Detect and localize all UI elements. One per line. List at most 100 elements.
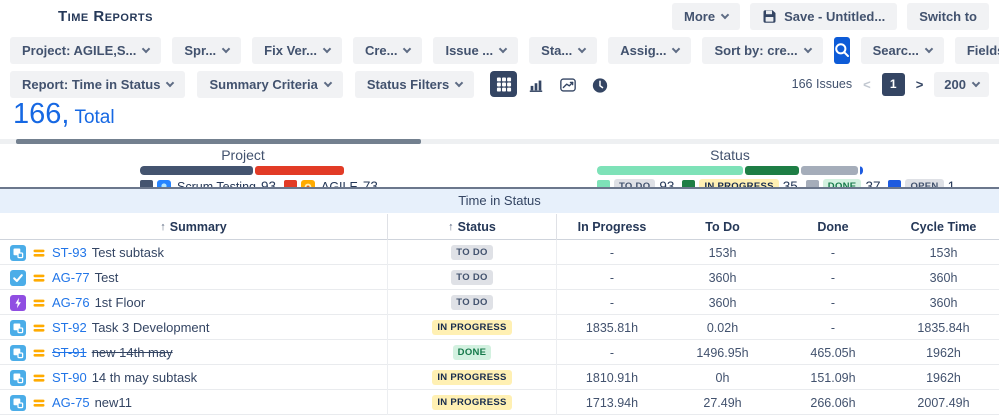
subtask-icon [10, 244, 26, 261]
priority-medium-icon [31, 345, 47, 361]
to-do-cell: 153h [708, 245, 737, 260]
dropdown-label: Sort by: cre... [714, 42, 798, 58]
filter-searc-dropdown[interactable]: Searc... [860, 36, 944, 64]
switch-to-label: Switch to [919, 8, 977, 24]
issue-key-link[interactable]: AG-77 [52, 270, 90, 285]
in-progress-cell: - [609, 345, 615, 360]
issues-count: 166 Issues [791, 77, 853, 91]
table-row: ST-90 14 th may subtask IN PROGRESS 1810.91… [0, 365, 999, 390]
column-header-label: Summary [169, 220, 227, 234]
report-summary-criteria-dropdown[interactable]: Summary Criteria [197, 70, 343, 98]
horizontal-scrollbar[interactable] [0, 139, 999, 144]
prev-page-button[interactable]: < [863, 76, 871, 92]
page-size-dropdown[interactable]: 200 [934, 71, 989, 97]
report-report-time-in-status-dropdown[interactable]: Report: Time in Status [10, 70, 186, 98]
done-cell: 151.09h [810, 370, 856, 385]
status-cell: DONE [388, 340, 557, 365]
dropdown-label: Searc... [872, 42, 919, 58]
filter-cre-dropdown[interactable]: Cre... [352, 36, 423, 64]
filter-assig-dropdown[interactable]: Assig... [608, 36, 692, 64]
table-title: Time in Status [0, 189, 999, 214]
to-do-cell: 27.49h [703, 395, 742, 410]
report-bar: Report: Time in Status Summary Criteria St… [0, 64, 999, 98]
task-icon [10, 269, 26, 286]
column-header-status[interactable]: ↑ Status [388, 214, 557, 240]
status-badge-todo: TO DO [451, 294, 493, 311]
table-row: ST-93 Test subtask TO DO - 153h - 153h [0, 240, 999, 265]
to-do-cell: 0.02h [706, 320, 739, 335]
more-label: More [684, 8, 716, 24]
done-cell: 465.05h [810, 345, 856, 360]
line-chart-view-button[interactable] [554, 71, 581, 97]
table-row: ST-91 new 14th may DONE - 1496.95h 465.05h 196… [0, 340, 999, 365]
issue-summary: Test subtask [91, 245, 164, 260]
dropdown-label: Summary Criteria [209, 76, 318, 92]
issue-key-link[interactable]: ST-91 [52, 345, 87, 360]
to-do-cell: 1496.95h [696, 345, 749, 360]
dropdown-label: Fields [966, 42, 999, 58]
column-header-done[interactable]: Done [778, 214, 888, 240]
issue-summary: new11 [94, 395, 132, 410]
time-view-button[interactable] [586, 71, 613, 97]
issue-key-link[interactable]: AG-76 [52, 295, 90, 310]
filter-fields-dropdown[interactable]: Fields [954, 36, 999, 64]
switch-to-button[interactable]: Switch to [907, 2, 989, 30]
bar-chart-view-button[interactable] [522, 71, 549, 97]
filter-project-agile-s-dropdown[interactable]: Project: AGILE,S... [10, 36, 162, 64]
search-button[interactable] [833, 36, 850, 64]
cycle-time-cell: 360h [929, 295, 958, 310]
status-cell: IN PROGRESS [388, 390, 557, 415]
filter-sta-dropdown[interactable]: Sta... [529, 36, 598, 64]
pagination: 166 Issues < 1 > 200 [791, 71, 989, 97]
summary-cell: AG-76 1st Floor [0, 290, 388, 315]
filter-issue-dropdown[interactable]: Issue ... [433, 36, 519, 64]
more-button[interactable]: More [672, 2, 741, 30]
next-page-button[interactable]: > [915, 76, 924, 92]
dropdown-label: Cre... [364, 42, 398, 58]
table-row: AG-75 new11 IN PROGRESS 1713.94h 27.49h 266.0… [0, 390, 999, 415]
column-header-in-progress[interactable]: In Progress [557, 214, 667, 240]
issue-summary: new 14th may [91, 345, 173, 360]
issues-total: 166, Total [13, 98, 115, 131]
page-size-label: 200 [944, 76, 966, 92]
project-stacked-bar [140, 166, 346, 175]
issue-key-link[interactable]: ST-90 [52, 370, 87, 385]
to-do-cell: 360h [708, 270, 737, 285]
issue-key-link[interactable]: AG-75 [52, 395, 90, 410]
filter-fix-ver-dropdown[interactable]: Fix Ver... [252, 36, 342, 64]
status-cell: TO DO [388, 240, 557, 265]
current-page-button[interactable]: 1 [881, 72, 905, 96]
cycle-time-cell: 153h [929, 245, 958, 260]
to-do-cell: 0h [715, 370, 730, 385]
table-view-button[interactable] [490, 71, 518, 97]
issue-key-link[interactable]: ST-92 [52, 320, 87, 335]
summary-cell: ST-90 14 th may subtask [0, 365, 388, 390]
line-chart-view-icon [559, 76, 576, 92]
priority-medium-icon [31, 395, 47, 411]
column-header-summary[interactable]: ↑ Summary [0, 214, 388, 240]
bar-segment-in-progress [745, 166, 800, 175]
bar-chart-view-icon [528, 76, 544, 92]
project-legend-title: Project [221, 147, 265, 163]
chevron-down-icon [971, 78, 981, 87]
bar-segment-agile [255, 166, 344, 175]
subtask-icon [10, 319, 26, 336]
filter-sort-by-cre-dropdown[interactable]: Sort by: cre... [702, 36, 823, 64]
priority-medium-icon [31, 245, 47, 261]
dropdown-label: Sta... [541, 42, 573, 58]
status-cell: TO DO [388, 265, 557, 290]
column-header-label: Cycle Time [910, 220, 977, 234]
column-header-cycle-time[interactable]: Cycle Time [888, 214, 999, 240]
column-header-to-do[interactable]: To Do [667, 214, 778, 240]
status-badge-inprogress: IN PROGRESS [432, 319, 512, 336]
scrollbar-thumb[interactable] [16, 139, 421, 144]
report-status-filters-dropdown[interactable]: Status Filters [354, 70, 475, 98]
filter-spr-dropdown[interactable]: Spr... [172, 36, 242, 64]
issue-key-link[interactable]: ST-93 [52, 245, 87, 260]
summary-cell: ST-91 new 14th may [0, 340, 388, 365]
priority-medium-icon [31, 295, 47, 311]
save-button[interactable]: Save - Untitled... [750, 2, 898, 30]
issue-summary: 14 th may subtask [91, 370, 198, 385]
svg-text:RVS: RVS [10, 7, 49, 28]
chevron-down-icon [454, 78, 464, 87]
